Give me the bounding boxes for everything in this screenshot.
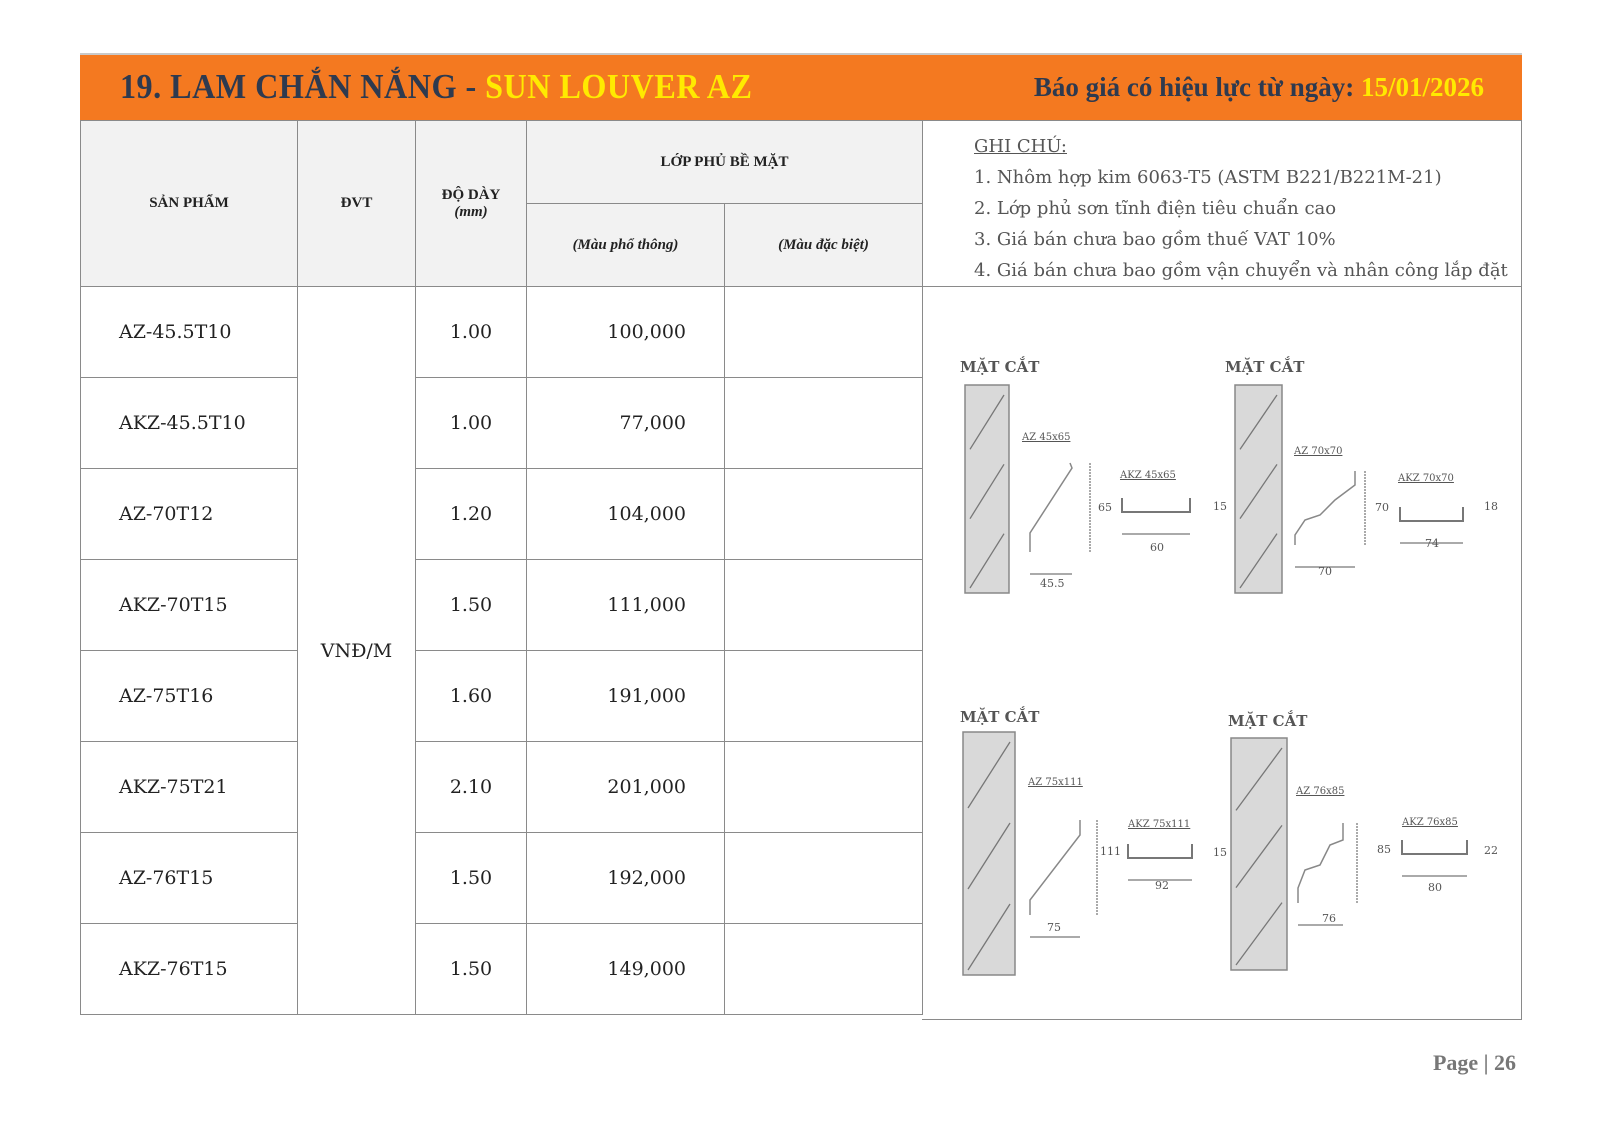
validity-date: 15/01/2026 <box>1360 72 1484 102</box>
header-special-color: (Màu đặc biệt) <box>724 203 923 287</box>
special-price-cell <box>724 650 923 742</box>
header-coating: LỚP PHỦ BỀ MẶT <box>526 120 923 204</box>
special-price-cell <box>724 468 923 560</box>
thickness-cell: 1.50 <box>415 923 527 1015</box>
thickness-cell: 1.50 <box>415 832 527 924</box>
thickness-label: ĐỘ DÀY <box>441 186 501 203</box>
thickness-cell: 1.60 <box>415 650 527 742</box>
header-unit: ĐVT <box>297 120 416 287</box>
header-product: SẢN PHẨM <box>80 120 298 287</box>
standard-price-cell: 100,000 <box>526 286 725 378</box>
thickness-unit: (mm) <box>454 203 488 220</box>
note-item: 2. Lớp phủ sơn tĩnh điện tiêu chuẩn cao <box>974 198 1337 219</box>
thickness-cell: 1.00 <box>415 377 527 469</box>
special-price-cell <box>724 286 923 378</box>
table-row: AKZ-75T21 2.10 201,000 <box>80 741 923 833</box>
product-code: AZ-70T12 <box>80 468 298 560</box>
thickness-cell: 1.00 <box>415 286 527 378</box>
validity-label: Báo giá có hiệu lực từ ngày: <box>1033 72 1361 102</box>
product-code: AKZ-70T15 <box>80 559 298 651</box>
title-prefix: 19. LAM CHẮN NẮNG - <box>120 67 486 106</box>
table-row: AKZ-76T15 1.50 149,000 <box>80 923 923 1015</box>
special-color-label: (Màu đặc biệt) <box>778 236 869 253</box>
product-code: AKZ-45.5T10 <box>80 377 298 469</box>
product-code: AKZ-75T21 <box>80 741 298 833</box>
special-price-cell <box>724 832 923 924</box>
table-row: AKZ-70T15 1.50 111,000 <box>80 559 923 651</box>
price-table: SẢN PHẨM ĐVT ĐỘ DÀY (mm) LỚP PHỦ BỀ MẶT (… <box>80 120 923 1015</box>
notes: GHI CHÚ: 1. Nhôm hợp kim 6063-T5 (ASTM B… <box>974 131 1508 286</box>
table-row: AKZ-45.5T10 1.00 77,000 <box>80 377 923 469</box>
note-item: 3. Giá bán chưa bao gồm thuế VAT 10% <box>974 229 1336 250</box>
product-code: AZ-76T15 <box>80 832 298 924</box>
title-product-name: SUN LOUVER AZ <box>485 67 753 106</box>
table-row: AZ-70T12 1.20 104,000 <box>80 468 923 560</box>
header-thickness: ĐỘ DÀY (mm) <box>415 120 527 287</box>
note-item: 1. Nhôm hợp kim 6063-T5 (ASTM B221/B221M… <box>974 167 1442 188</box>
section-title: 19. LAM CHẮN NẮNG - SUN LOUVER AZ <box>120 67 752 107</box>
table-row: AZ-76T15 1.50 192,000 <box>80 832 923 924</box>
standard-price-cell: 201,000 <box>526 741 725 833</box>
note-item: 4. Giá bán chưa bao gồm vận chuyển và nh… <box>974 260 1508 281</box>
thickness-cell: 1.20 <box>415 468 527 560</box>
standard-price-cell: 104,000 <box>526 468 725 560</box>
header-standard-color: (Màu phổ thông) <box>526 203 725 287</box>
standard-color-label: (Màu phổ thông) <box>572 236 679 253</box>
product-code: AZ-45.5T10 <box>80 286 298 378</box>
table-row: AZ-45.5T10 VNĐ/M 1.00 100,000 <box>80 286 923 1015</box>
standard-price-cell: 191,000 <box>526 650 725 742</box>
product-code: AZ-75T16 <box>80 650 298 742</box>
notes-heading: GHI CHÚ: <box>974 136 1067 157</box>
special-price-cell <box>724 741 923 833</box>
thickness-cell: 1.50 <box>415 559 527 651</box>
divider <box>922 286 1521 287</box>
special-price-cell <box>724 559 923 651</box>
unit-cell: VNĐ/M <box>297 286 416 1015</box>
validity: Báo giá có hiệu lực từ ngày: 15/01/2026 <box>1034 72 1484 103</box>
section-banner: 19. LAM CHẮN NẮNG - SUN LOUVER AZ Báo gi… <box>80 53 1522 120</box>
standard-price-cell: 77,000 <box>526 377 725 469</box>
product-code: AKZ-76T15 <box>80 923 298 1015</box>
special-price-cell <box>724 377 923 469</box>
standard-price-cell: 111,000 <box>526 559 725 651</box>
notes-and-diagrams-panel: GHI CHÚ: 1. Nhôm hợp kim 6063-T5 (ASTM B… <box>922 120 1522 1020</box>
standard-price-cell: 192,000 <box>526 832 725 924</box>
standard-price-cell: 149,000 <box>526 923 725 1015</box>
special-price-cell <box>724 923 923 1015</box>
thickness-cell: 2.10 <box>415 741 527 833</box>
table-row: AZ-75T16 1.60 191,000 <box>80 650 923 742</box>
page-number: Page | 26 <box>1432 1050 1516 1075</box>
